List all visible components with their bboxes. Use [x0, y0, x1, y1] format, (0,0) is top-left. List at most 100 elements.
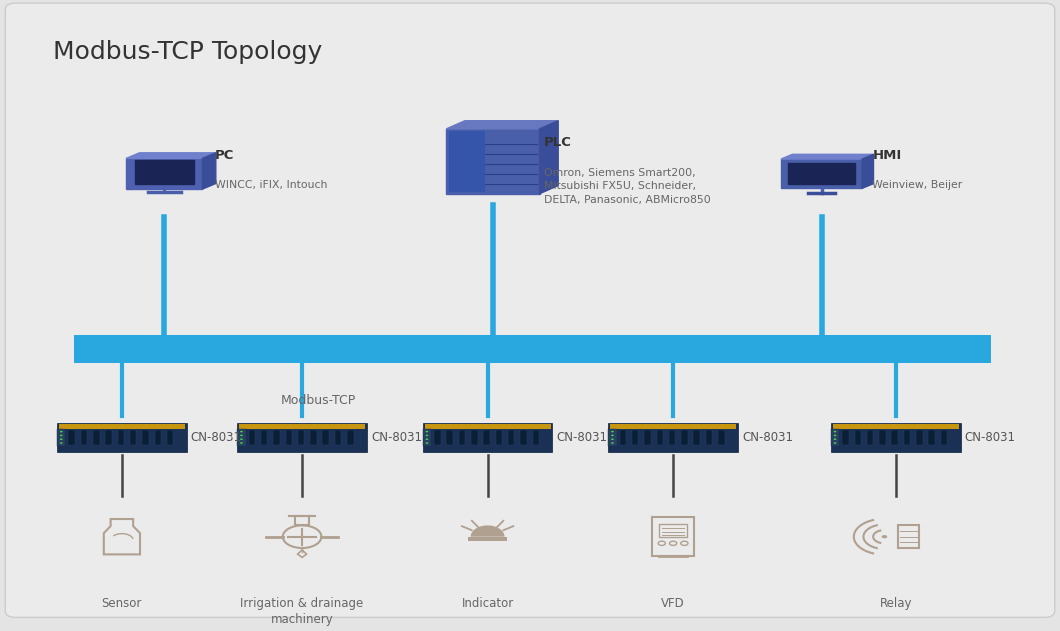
Bar: [669, 430, 675, 445]
Bar: [237, 429, 246, 446]
Bar: [459, 430, 465, 445]
Bar: [69, 430, 75, 445]
Bar: [508, 430, 514, 445]
Circle shape: [60, 431, 63, 432]
Bar: [240, 424, 365, 429]
Text: CN-8031: CN-8031: [556, 431, 607, 444]
Bar: [166, 430, 174, 445]
Bar: [929, 430, 935, 445]
Bar: [237, 423, 367, 452]
FancyBboxPatch shape: [5, 3, 1055, 617]
Circle shape: [611, 439, 614, 440]
Polygon shape: [540, 121, 559, 194]
Bar: [446, 430, 453, 445]
Bar: [891, 430, 898, 445]
Text: CN-8031: CN-8031: [742, 431, 793, 444]
Bar: [608, 423, 738, 452]
Bar: [706, 430, 712, 445]
Text: Relay: Relay: [880, 597, 912, 610]
Circle shape: [240, 431, 243, 432]
Polygon shape: [126, 158, 202, 189]
Circle shape: [240, 439, 243, 440]
Polygon shape: [202, 153, 216, 189]
Text: Indicator: Indicator: [461, 597, 514, 610]
Bar: [652, 517, 694, 556]
Bar: [608, 429, 617, 446]
Bar: [659, 524, 687, 537]
Polygon shape: [446, 129, 540, 194]
Bar: [423, 423, 552, 452]
Bar: [335, 430, 341, 445]
Bar: [155, 430, 161, 445]
Circle shape: [611, 442, 614, 444]
Polygon shape: [781, 155, 873, 159]
Bar: [904, 430, 911, 445]
Bar: [347, 430, 354, 445]
Bar: [142, 430, 148, 445]
Text: VFD: VFD: [661, 597, 685, 610]
Circle shape: [833, 435, 836, 436]
Bar: [130, 430, 137, 445]
Text: Modbus-TCP: Modbus-TCP: [281, 394, 356, 407]
Bar: [471, 430, 478, 445]
Circle shape: [426, 442, 428, 444]
Text: PC: PC: [215, 149, 234, 162]
Bar: [93, 430, 100, 445]
Bar: [656, 430, 664, 445]
Text: HMI: HMI: [872, 149, 902, 162]
Bar: [449, 131, 484, 192]
Text: PLC: PLC: [544, 136, 571, 149]
Polygon shape: [126, 153, 216, 158]
Circle shape: [60, 435, 63, 436]
Bar: [867, 430, 873, 445]
Circle shape: [833, 439, 836, 440]
Bar: [285, 430, 293, 445]
Text: CN-8031: CN-8031: [191, 431, 242, 444]
Circle shape: [611, 431, 614, 432]
Circle shape: [426, 431, 428, 432]
Bar: [682, 430, 688, 445]
Bar: [916, 430, 922, 445]
Circle shape: [60, 442, 63, 444]
Bar: [879, 430, 886, 445]
Bar: [632, 430, 638, 445]
Circle shape: [882, 535, 887, 538]
Polygon shape: [135, 160, 194, 184]
Polygon shape: [471, 526, 505, 537]
Circle shape: [426, 435, 428, 436]
Bar: [644, 430, 651, 445]
Bar: [425, 424, 550, 429]
Bar: [74, 335, 991, 363]
Bar: [520, 430, 527, 445]
Circle shape: [240, 435, 243, 436]
Polygon shape: [788, 163, 855, 184]
Text: Modbus-TCP Topology: Modbus-TCP Topology: [53, 40, 322, 64]
Bar: [57, 423, 187, 452]
Polygon shape: [781, 159, 862, 189]
Bar: [483, 430, 490, 445]
Text: CN-8031: CN-8031: [965, 431, 1015, 444]
Text: WINCC, iFIX, Intouch: WINCC, iFIX, Intouch: [215, 180, 328, 190]
Circle shape: [611, 435, 614, 436]
Bar: [322, 430, 329, 445]
Circle shape: [833, 431, 836, 432]
Bar: [469, 537, 507, 541]
Circle shape: [60, 439, 63, 440]
Bar: [273, 430, 280, 445]
Bar: [532, 430, 540, 445]
Bar: [833, 424, 958, 429]
Bar: [295, 516, 310, 526]
Bar: [298, 430, 304, 445]
Bar: [118, 430, 124, 445]
Circle shape: [833, 442, 836, 444]
Text: Omron, Siemens Smart200,
Mitsubishi FX5U, Schneider,
DELTA, Panasonic, ABMicro85: Omron, Siemens Smart200, Mitsubishi FX5U…: [544, 167, 710, 204]
Bar: [261, 430, 267, 445]
Text: Sensor: Sensor: [102, 597, 142, 610]
Bar: [249, 430, 255, 445]
Bar: [718, 430, 725, 445]
Bar: [57, 429, 66, 446]
Bar: [831, 429, 840, 446]
Bar: [435, 430, 441, 445]
Bar: [693, 430, 700, 445]
Bar: [423, 429, 431, 446]
